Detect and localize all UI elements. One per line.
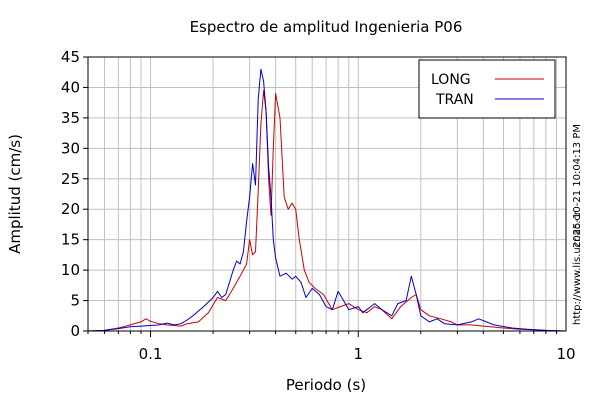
- x-tick-label: 1: [353, 345, 363, 363]
- chart-title: Espectro de amplitud Ingenieria P06: [190, 18, 463, 36]
- y-tick-label: 25: [61, 170, 80, 188]
- y-tick-label: 40: [61, 78, 80, 96]
- y-tick-label: 0: [70, 322, 80, 340]
- x-axis-label: Periodo (s): [286, 376, 366, 394]
- y-tick-label: 15: [61, 231, 80, 249]
- y-tick-label: 10: [61, 261, 80, 279]
- legend: LONG TRAN: [418, 59, 556, 119]
- tick-layer: 0 5 10 15 20 25 30 35 40 45 0.1 1 10: [61, 48, 576, 363]
- legend-box: [418, 59, 556, 119]
- y-tick-label: 45: [61, 48, 80, 66]
- legend-label-long: LONG: [431, 72, 471, 88]
- series-layer: [87, 68, 567, 332]
- y-tick-label: 20: [61, 200, 80, 218]
- y-tick-label: 30: [61, 139, 80, 157]
- x-tick-label: 10: [556, 345, 575, 363]
- series-line-long: [87, 90, 567, 332]
- source-url-text: http://www.lis.ucr.ac.cr: [572, 210, 583, 325]
- plot-frame: [87, 56, 567, 332]
- y-axis-label: Amplitud (cm/s): [6, 134, 24, 254]
- x-tick-label: 0.1: [139, 345, 163, 363]
- y-tick-label: 5: [70, 292, 80, 310]
- timestamp-text: 2025-10-21 10:04:13 PM: [572, 124, 583, 248]
- legend-label-tran: TRAN: [435, 92, 474, 108]
- y-tick-label: 35: [61, 109, 80, 127]
- series-line-tran: [87, 68, 567, 332]
